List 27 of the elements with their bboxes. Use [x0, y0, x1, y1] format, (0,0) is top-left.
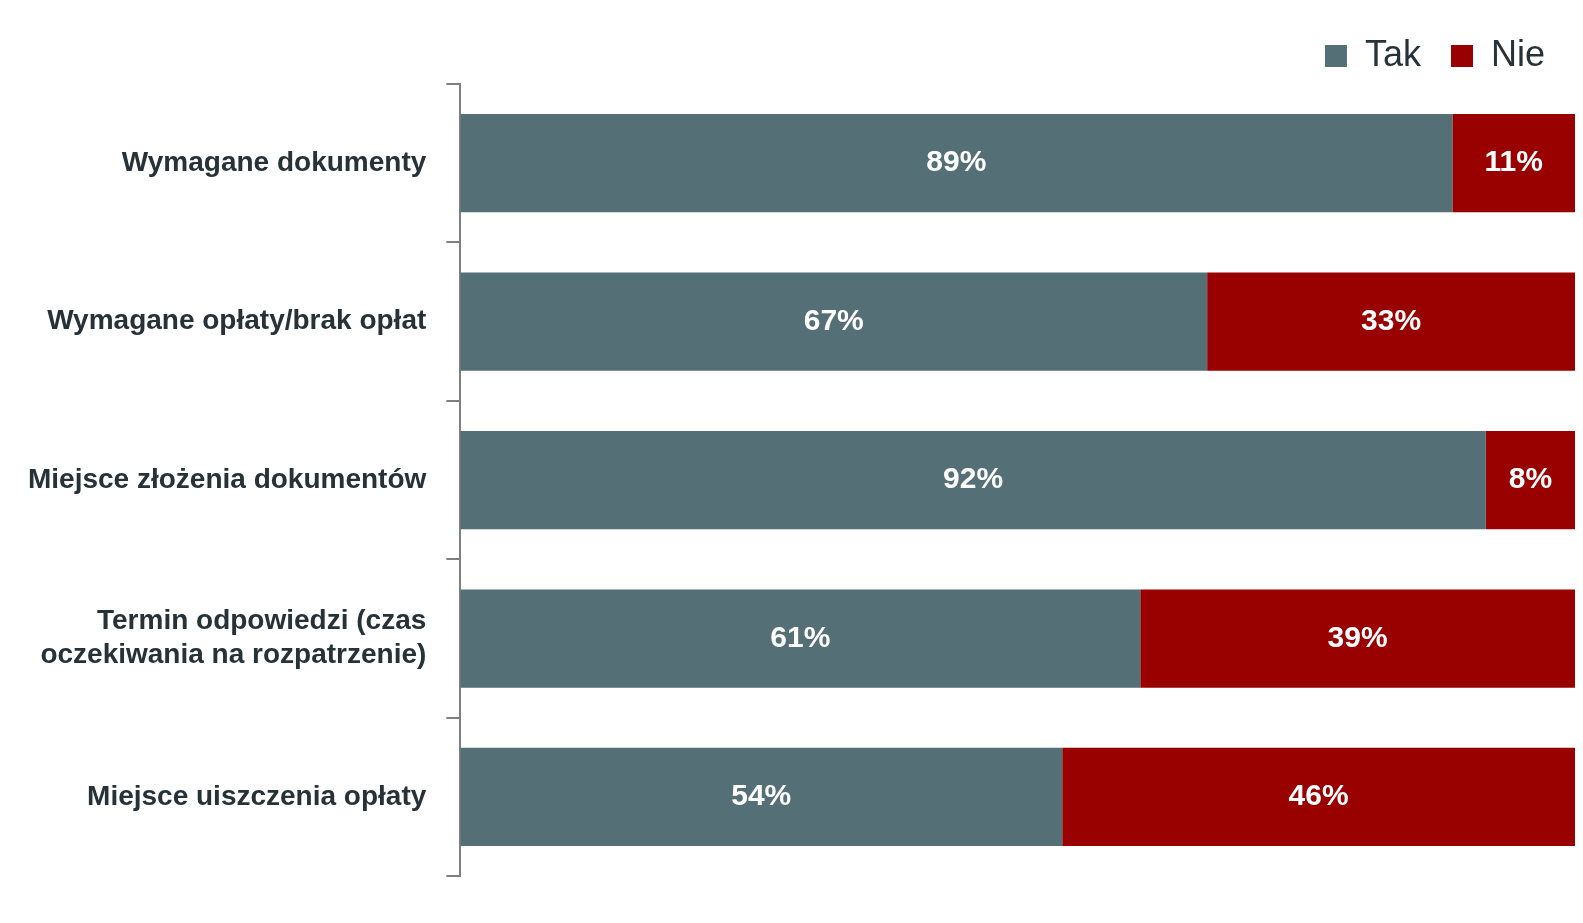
- data-label: 92%: [943, 461, 1004, 495]
- y-tick-label: Miejsce uiszczenia opłaty: [87, 779, 427, 811]
- y-tick-label: Wymagane dokumenty: [121, 145, 427, 177]
- bar: [1207, 272, 1575, 371]
- y-tick-label: Miejsce złożenia dokumentów: [27, 462, 427, 494]
- data-label: 54%: [731, 778, 792, 812]
- legend-label: Nie: [1490, 32, 1546, 74]
- y-tick-label: Wymagane opłaty/brak opłat: [47, 304, 427, 336]
- bar: [1452, 114, 1575, 213]
- data-label: 67%: [803, 302, 864, 336]
- data-label: 33%: [1361, 302, 1422, 336]
- data-label: 11%: [1484, 144, 1543, 178]
- bar: [460, 114, 1453, 213]
- bar: [1485, 430, 1575, 530]
- bar: [460, 589, 1141, 688]
- data-label: 39%: [1327, 619, 1388, 653]
- bar: [460, 272, 1208, 371]
- bar: [460, 430, 1486, 530]
- legend-label: Tak: [1364, 32, 1422, 74]
- bar: [1062, 747, 1575, 847]
- data-label: 61%: [770, 619, 831, 653]
- data-label: 89%: [926, 144, 987, 178]
- data-label: 8%: [1508, 461, 1553, 495]
- bar: [1140, 589, 1575, 688]
- y-tick-label: Termin odpowiedzi (czas oczekiwania na rozpatrzenie): [40, 604, 427, 670]
- bar: [460, 747, 1063, 847]
- data-label: 46%: [1288, 778, 1349, 812]
